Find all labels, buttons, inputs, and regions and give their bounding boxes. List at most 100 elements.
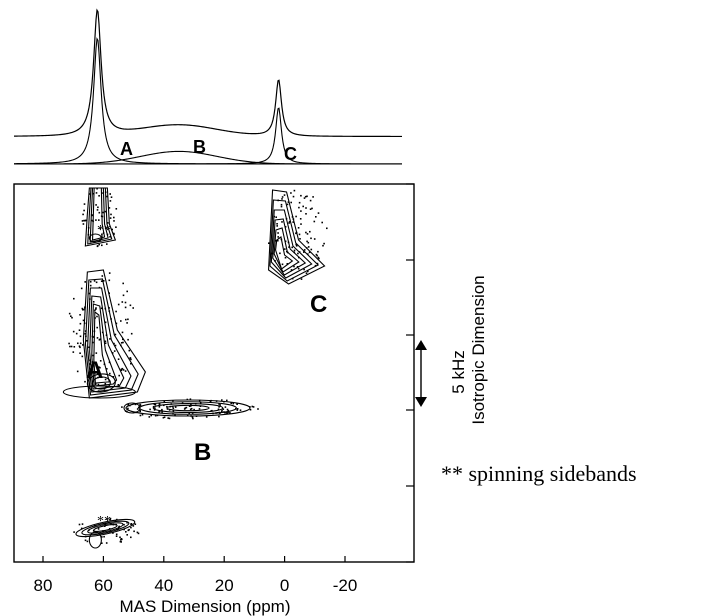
noise-speck [114, 520, 117, 522]
noise-speck [91, 335, 94, 338]
noise-speck [79, 352, 81, 354]
noise-speck [286, 263, 289, 265]
noise-speck [109, 372, 111, 375]
noise-speck [127, 318, 129, 321]
noise-speck [109, 338, 111, 340]
noise-speck [186, 414, 189, 417]
noise-speck [82, 344, 84, 346]
noise-speck [298, 251, 301, 253]
noise-speck [190, 407, 193, 410]
noise-speck [120, 368, 123, 371]
noise-speck [68, 312, 71, 315]
noise-speck [236, 408, 239, 410]
contour-line [89, 295, 125, 390]
noise-speck [317, 256, 320, 259]
noise-speck [98, 366, 100, 368]
noise-speck [83, 209, 85, 212]
noise-speck [316, 254, 318, 257]
noise-speck [218, 403, 220, 405]
noise-speck [185, 406, 188, 409]
noise-speck [91, 361, 94, 363]
noise-speck [108, 307, 110, 309]
noise-speck [84, 281, 86, 283]
noise-speck [105, 227, 107, 230]
noise-speck [139, 414, 142, 417]
noise-speck [119, 536, 121, 539]
noise-speck [82, 319, 85, 322]
contour-sideband-top [84, 187, 117, 247]
contour-line [273, 227, 300, 273]
noise-speck [118, 526, 120, 529]
contour-line [89, 187, 109, 243]
noise-speck [102, 280, 105, 282]
noise-speck [129, 404, 131, 407]
noise-speck [291, 246, 293, 249]
noise-speck [188, 412, 190, 415]
noise-speck [170, 403, 173, 405]
contour-line [272, 218, 307, 276]
noise-speck [115, 226, 117, 228]
noise-speck [224, 411, 226, 414]
noise-speck [81, 355, 84, 358]
noise-speck [98, 211, 101, 214]
noise-speck [104, 210, 107, 213]
noise-speck [111, 352, 114, 354]
noise-speck [78, 345, 81, 347]
noise-speck [115, 310, 117, 313]
noise-speck [291, 277, 294, 280]
noise-speck [104, 191, 107, 193]
contour-line [62, 385, 136, 399]
noise-speck [84, 306, 86, 308]
noise-speck [97, 372, 99, 375]
noise-speck [97, 390, 100, 392]
noise-speck [218, 411, 221, 414]
noise-speck [249, 408, 252, 411]
noise-speck [274, 260, 276, 262]
noise-speck [139, 403, 141, 406]
noise-speck [281, 198, 283, 200]
noise-speck [236, 403, 238, 405]
noise-speck [130, 526, 132, 529]
noise-speck [235, 408, 237, 410]
noise-speck [89, 359, 91, 361]
noise-speck [90, 385, 92, 388]
noise-speck [95, 307, 97, 309]
noise-speck [70, 315, 72, 317]
noise-speck [109, 200, 112, 202]
noise-speck [101, 244, 103, 247]
noise-speck [104, 523, 107, 526]
noise-speck [73, 531, 75, 533]
spectrum-label-c: C [284, 144, 297, 164]
noise-speck [126, 322, 128, 324]
noise-speck [174, 413, 176, 416]
contour-line [87, 287, 132, 393]
noise-speck [71, 316, 73, 319]
noise-speck [307, 253, 309, 255]
noise-speck [79, 335, 82, 338]
noise-speck [89, 363, 91, 365]
noise-speck [215, 400, 218, 402]
noise-speck [121, 301, 124, 303]
noise-speck [115, 535, 118, 537]
noise-speck [130, 362, 132, 365]
noise-speck [79, 322, 82, 325]
noise-speck [192, 417, 194, 420]
noise-speck [104, 342, 107, 344]
noise-speck [305, 213, 307, 215]
contour-line [269, 199, 320, 282]
noise-speck [139, 409, 141, 412]
noise-speck [277, 232, 279, 234]
noise-speck [220, 410, 223, 413]
noise-speck [300, 194, 302, 197]
noise-speck [309, 199, 312, 202]
noise-speck [172, 410, 175, 412]
noise-speck [104, 340, 107, 343]
noise-speck [229, 411, 231, 414]
noise-speck [113, 350, 116, 352]
summed-spectrum-trace [13, 8, 402, 138]
noise-speck [105, 334, 108, 336]
noise-speck [98, 533, 101, 535]
noise-speck [275, 240, 277, 242]
noise-speck [190, 415, 192, 417]
noise-speck [97, 206, 99, 209]
